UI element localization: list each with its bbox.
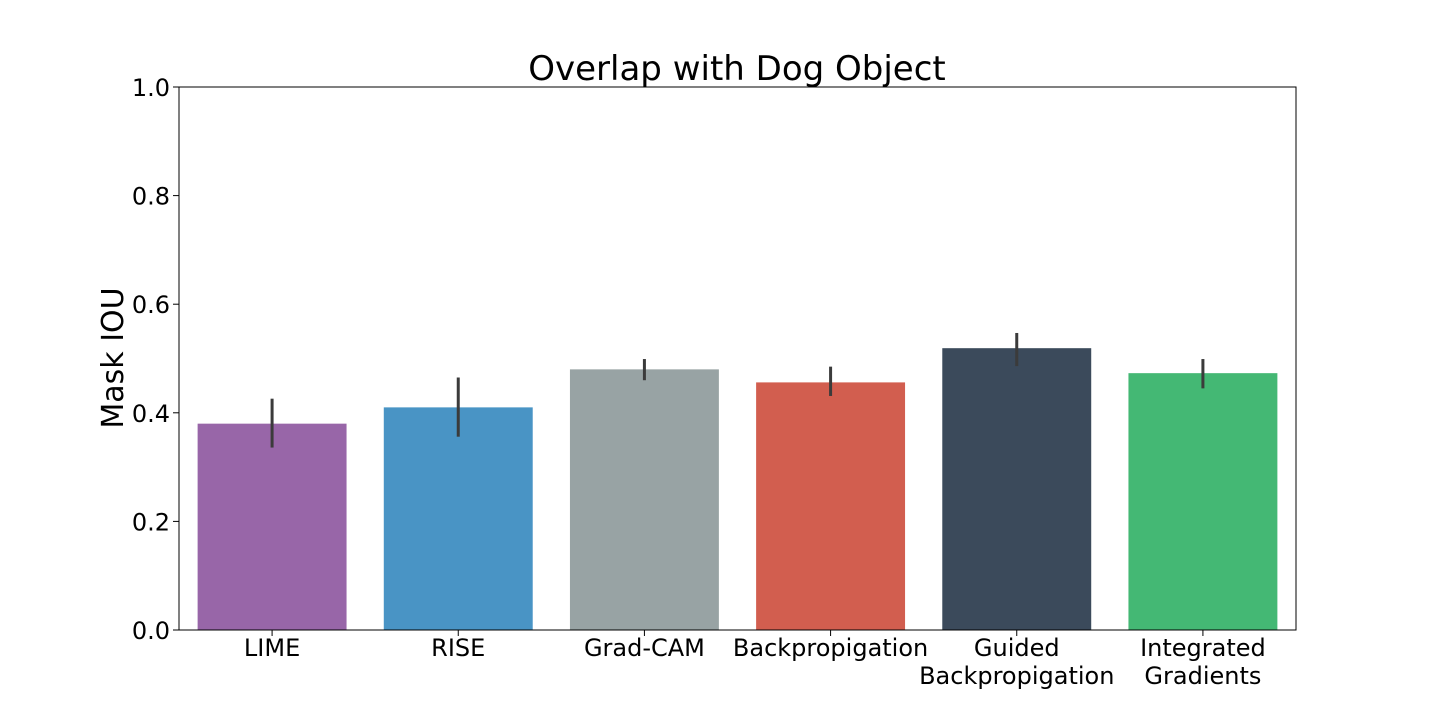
bar [569, 369, 719, 630]
bar [197, 423, 347, 630]
y-ticks-layer: 0.0 0.2 0.4 0.6 0.8 1.0 [132, 74, 179, 645]
x-tick-label: LIME [244, 634, 300, 662]
x-tick-label: Integrated Gradients [1140, 634, 1266, 690]
y-axis-label: Mask IOU [96, 287, 131, 428]
error-bars-layer [270, 332, 1205, 448]
x-tick-label: RISE [431, 634, 485, 662]
plot-frame [178, 86, 1297, 631]
y-tick-label: 0.0 [132, 617, 170, 645]
bar [383, 407, 533, 630]
bar [942, 348, 1092, 630]
x-ticks-layer: LIME RISE Grad-CAM Backpropigation Guided Bac… [244, 630, 1266, 690]
y-tick-label: 0.8 [132, 183, 170, 211]
y-tick-label: 1.0 [132, 74, 170, 102]
chart-title: Overlap with Dog Object [528, 49, 946, 89]
y-tick-label: 0.4 [132, 400, 170, 428]
bar [756, 382, 906, 630]
x-tick-label: Backpropigation [733, 634, 928, 662]
bars-layer [197, 348, 1278, 630]
x-tick-label: Grad-CAM [584, 634, 705, 662]
y-tick-label: 0.6 [132, 291, 170, 319]
bar [1128, 373, 1278, 630]
x-tick-label: Guided Backpropigation [919, 634, 1114, 690]
y-tick-label: 0.2 [132, 508, 170, 536]
